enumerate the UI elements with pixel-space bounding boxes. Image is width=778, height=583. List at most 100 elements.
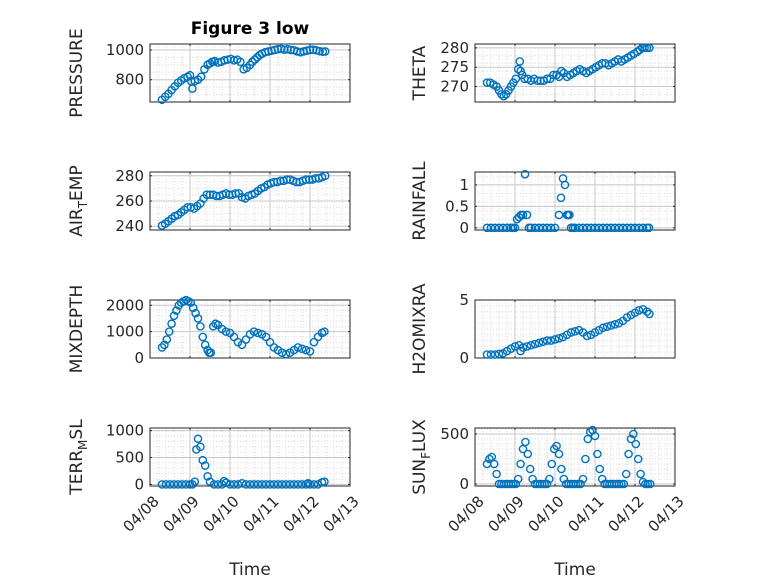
data-point — [293, 480, 303, 489]
data-point — [619, 479, 629, 489]
data-point — [642, 307, 652, 316]
data-point — [490, 350, 500, 359]
data-point — [530, 223, 540, 233]
x-tick-label: 04/12 — [279, 492, 322, 535]
data-point — [522, 342, 532, 351]
data-point — [169, 480, 179, 489]
data-point — [265, 337, 275, 347]
axes-box — [474, 171, 676, 231]
data-point — [250, 55, 260, 64]
y-axis-label: H2OMIXRA — [410, 283, 430, 374]
data-point — [221, 327, 231, 336]
data-point — [557, 66, 566, 76]
data-point — [559, 474, 569, 484]
data-point — [494, 349, 504, 359]
y-tick-label: 280 — [115, 167, 144, 185]
y-tick-label: 1 — [459, 176, 469, 194]
data-point — [574, 223, 584, 233]
data-point — [630, 223, 640, 233]
data-point — [482, 223, 492, 233]
data-point — [188, 480, 197, 489]
data-point — [550, 335, 560, 344]
data-point — [164, 327, 174, 336]
data-point — [598, 323, 608, 333]
data-point — [506, 479, 516, 489]
y-axis-label: THETA — [410, 45, 430, 101]
data-point — [565, 210, 574, 220]
data-point — [269, 480, 279, 489]
data-point — [231, 189, 240, 198]
data-point — [229, 332, 239, 342]
data-point — [520, 169, 530, 179]
data-point — [511, 74, 521, 84]
y-tick-label: 500 — [115, 449, 144, 467]
data-point — [236, 57, 245, 67]
data-point — [554, 449, 564, 459]
data-point — [482, 350, 492, 359]
data-point — [498, 223, 508, 233]
data-point — [196, 72, 206, 82]
data-point — [261, 480, 271, 489]
data-point — [486, 223, 496, 233]
data-point — [225, 480, 235, 489]
data-point — [560, 180, 570, 190]
data-point — [188, 303, 198, 313]
data-point — [540, 479, 549, 489]
data-point — [640, 43, 649, 53]
data-point — [494, 223, 504, 233]
y-tick-label: 280 — [440, 39, 469, 57]
data-point — [594, 223, 604, 233]
data-point — [320, 47, 330, 56]
data-point — [624, 449, 633, 459]
y-tick-label: 5 — [459, 291, 469, 309]
data-point — [516, 459, 525, 469]
data-point — [202, 190, 212, 199]
data-point — [582, 331, 592, 341]
axes-box — [474, 43, 676, 103]
axes-box — [149, 43, 351, 103]
data-point — [533, 76, 542, 86]
data-point — [165, 480, 175, 489]
data-point — [196, 322, 205, 331]
data-point — [645, 309, 654, 319]
data-point — [511, 479, 521, 489]
x-tick-label: 04/11 — [239, 492, 282, 535]
data-point — [485, 454, 494, 464]
data-point — [641, 479, 650, 489]
data-point — [645, 479, 655, 489]
data-point — [518, 210, 528, 220]
data-point — [198, 332, 208, 342]
data-point — [590, 223, 600, 233]
data-point — [522, 210, 532, 220]
y-tick-label: 260 — [115, 192, 144, 210]
y-axis-label: AIRTEMP — [67, 165, 90, 236]
x-tick-label: 04/12 — [604, 492, 647, 535]
x-axis-label-right: Time — [553, 560, 596, 580]
data-point — [523, 449, 533, 459]
data-point — [642, 43, 652, 53]
data-point — [538, 337, 548, 347]
data-point — [626, 434, 636, 444]
data-point — [305, 480, 315, 489]
y-axis-label: SUNFLUX — [410, 419, 433, 495]
data-point — [490, 223, 500, 233]
data-point — [241, 335, 251, 344]
subplot-mixdepth: 0 1000 2000 MIXDEPTH — [67, 285, 351, 373]
y-tick-label: 0 — [459, 475, 469, 493]
data-point — [614, 223, 624, 233]
data-point — [578, 474, 588, 484]
data-point — [157, 343, 167, 352]
data-point — [633, 454, 643, 464]
data-point — [598, 223, 608, 233]
data-point — [200, 461, 210, 470]
data-point — [643, 479, 653, 489]
data-point — [530, 339, 540, 349]
data-point — [542, 479, 552, 489]
data-point — [622, 223, 632, 233]
data-point — [229, 480, 239, 489]
data-point — [617, 479, 626, 489]
data-point — [273, 44, 283, 54]
data-point — [190, 477, 200, 487]
